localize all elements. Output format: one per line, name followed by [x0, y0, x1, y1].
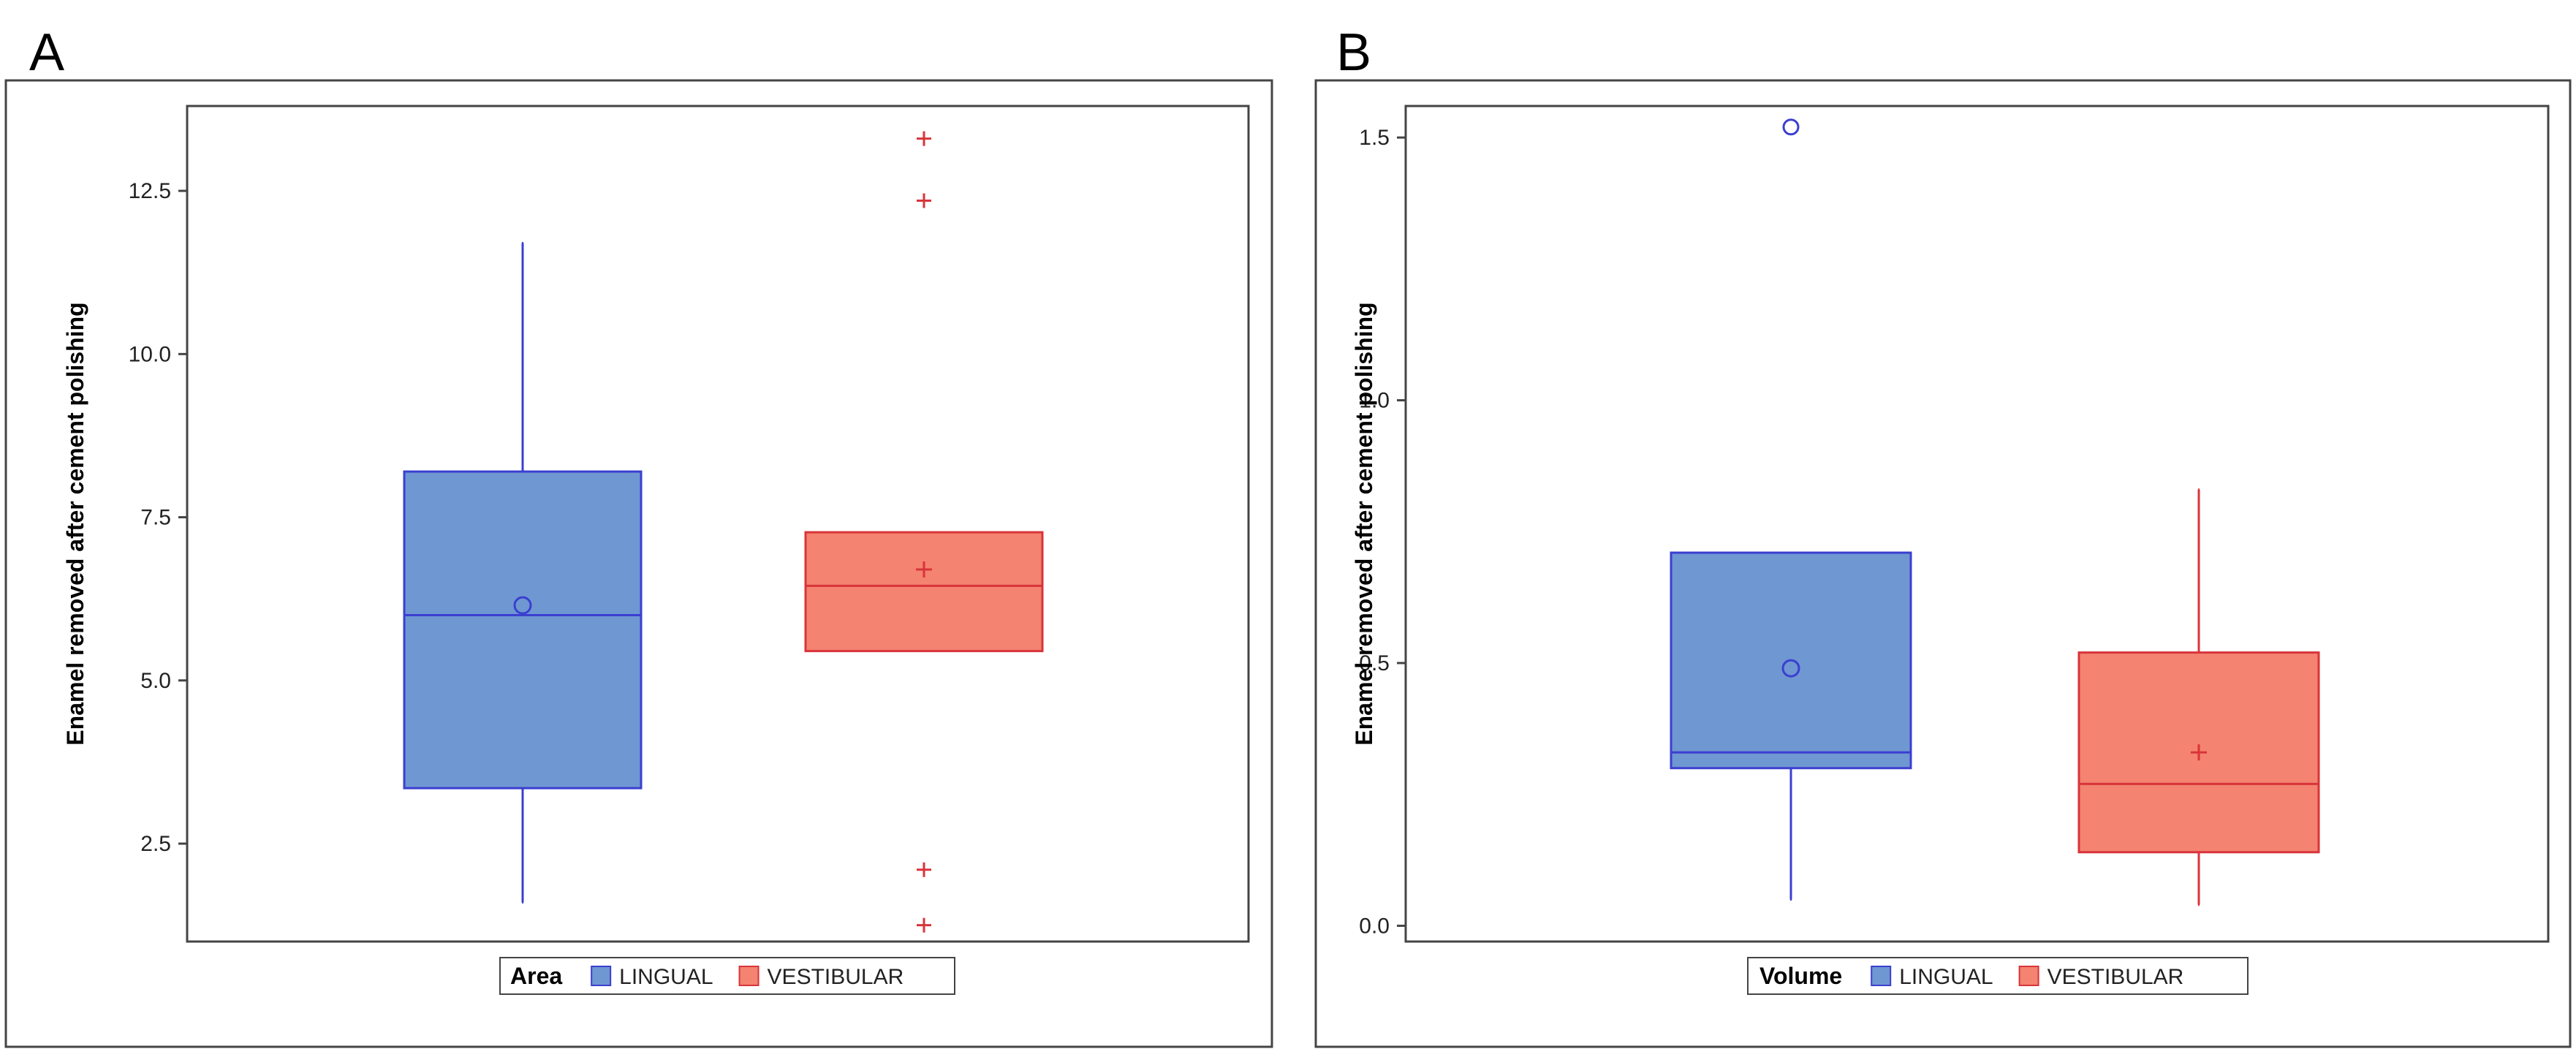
- outlier-point: [917, 917, 931, 933]
- panel-letter: A: [29, 23, 64, 82]
- y-tick-label: 0.0: [1359, 914, 1390, 938]
- panel-a: A 2.5 5.0 7.5 10.0 12.5 Enamel removed after c…: [4, 23, 1273, 1048]
- outlier-point: [1782, 118, 1800, 136]
- legend-label-vestibular: VESTIBULAR: [768, 965, 904, 989]
- y-tick-label: 10.0: [129, 342, 171, 366]
- legend-swatch-lingual: [1871, 966, 1892, 986]
- mean-marker: [2191, 744, 2207, 761]
- box-vestibular: [804, 131, 1044, 933]
- box-lingual: [403, 242, 643, 904]
- legend-frame: [1747, 957, 2249, 995]
- outlier-point: [917, 131, 931, 146]
- y-tick-label: 1.0: [1359, 389, 1390, 413]
- y-tick-label: 1.5: [1359, 126, 1390, 150]
- legend-title: Volume: [1759, 963, 1842, 989]
- y-tick-label: 12.5: [129, 179, 171, 203]
- y-tick-label: 0.5: [1359, 651, 1390, 675]
- panel-b: B 0.0 0.5 1.0 1.5 Enamel removed after cement…: [1314, 23, 2572, 1048]
- legend-label-lingual: LINGUAL: [1899, 965, 1993, 989]
- y-axis-label: Enamel removed after cement polishing: [1351, 302, 1377, 745]
- legend-swatch-vestibular: [738, 966, 759, 986]
- box-body: [2077, 651, 2320, 854]
- legend-swatch-lingual: [591, 966, 612, 986]
- box-body: [403, 470, 643, 789]
- panel-letter: B: [1336, 23, 1371, 82]
- y-tick-label: 2.5: [140, 832, 171, 856]
- outlier-point: [917, 193, 931, 208]
- y-tick-label: 7.5: [140, 506, 171, 530]
- legend: Volume LINGUAL VESTIBULAR: [1747, 957, 2249, 995]
- plot-area: [1404, 105, 2550, 943]
- legend-frame: [499, 957, 955, 995]
- y-axis-label: Enamel removed after cement polishing: [62, 302, 88, 745]
- legend: Area LINGUAL VESTIBULAR: [499, 957, 955, 995]
- y-tick-label: 5.0: [140, 669, 171, 693]
- box-body: [804, 531, 1044, 653]
- legend-title: Area: [510, 963, 562, 989]
- box-vestibular: [2077, 488, 2320, 906]
- panel-frame: [1314, 79, 2572, 1048]
- panel-frame: [4, 79, 1273, 1048]
- mean-marker: [1781, 659, 1800, 678]
- legend-label-vestibular: VESTIBULAR: [2047, 965, 2184, 989]
- plot-area: [186, 105, 1250, 943]
- mean-marker: [916, 561, 932, 578]
- box-lingual: [1670, 118, 1912, 901]
- legend-label-lingual: LINGUAL: [619, 965, 713, 989]
- outlier-point: [917, 862, 931, 877]
- legend-swatch-vestibular: [2018, 966, 2039, 986]
- mean-marker: [513, 596, 532, 615]
